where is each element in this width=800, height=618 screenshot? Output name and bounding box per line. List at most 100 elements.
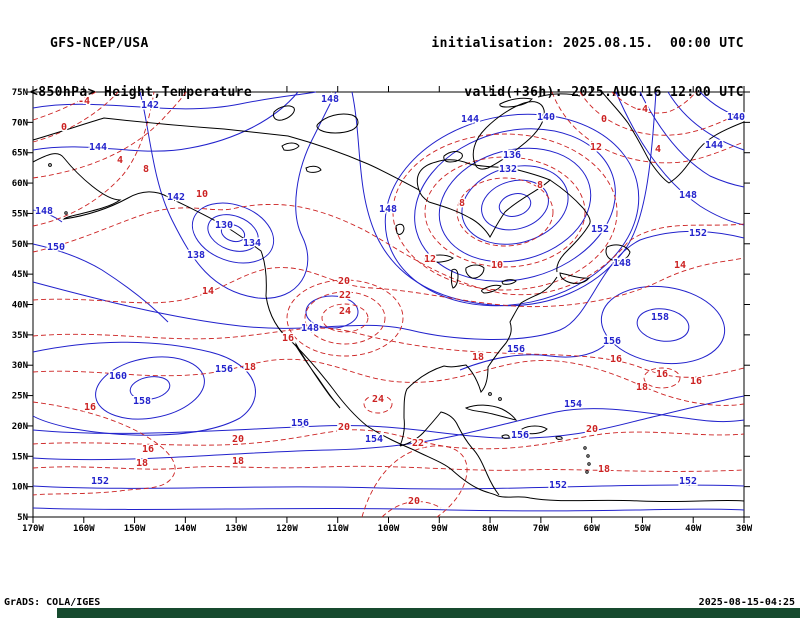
- height-contour-label: 148: [613, 258, 631, 269]
- temp-contour-label: 14: [674, 260, 686, 271]
- temperature-contours-shape: [32, 91, 97, 121]
- map-frame: [32, 91, 745, 518]
- height-contour-label: 144: [89, 142, 107, 153]
- coastlines-shape: [587, 462, 591, 466]
- lon-tick-label: 150W: [124, 524, 146, 534]
- temp-contour-label: 0: [61, 122, 67, 133]
- temp-contour-label: 22: [339, 290, 351, 301]
- lon-tick-label: 160W: [73, 524, 95, 534]
- temperature-contours-shape: [381, 501, 442, 518]
- height-contours-shape: [220, 223, 246, 243]
- height-contours-shape: [305, 295, 359, 329]
- lon-tick-label: 80W: [482, 524, 499, 534]
- height-contour-label: 144: [461, 114, 479, 125]
- height-contour-label: 152: [591, 224, 609, 235]
- coastlines: [32, 91, 745, 503]
- height-contour-label: 136: [503, 150, 521, 161]
- temp-contour-label: 24: [372, 394, 384, 405]
- height-contours-shape: [351, 91, 657, 307]
- height-contour-label: 148: [301, 323, 319, 334]
- lat-tick-label: 70N: [12, 118, 28, 128]
- lat-tick-label: 30N: [12, 361, 28, 371]
- temperature-contours-shape: [551, 91, 745, 164]
- temp-contour-label: 18: [244, 362, 256, 373]
- height-contour-label: 156: [507, 344, 525, 355]
- height-contours-shape: [438, 147, 592, 263]
- height-contours-shape: [32, 507, 745, 512]
- height-contour-label: 156: [511, 430, 529, 441]
- contour-labels: 1421441481421301341381321361401441481481…: [33, 93, 746, 509]
- height-contour-label: 152: [549, 480, 567, 491]
- lat-tick-label: 50N: [12, 240, 28, 250]
- height-contour-label: 132: [499, 164, 517, 175]
- lat-tick-label: 40N: [12, 301, 28, 311]
- lat-tick-label: 65N: [12, 149, 28, 159]
- temp-contour-label: 20: [586, 424, 598, 435]
- temperature-contours-shape: [32, 203, 745, 296]
- height-contours-shape: [32, 91, 317, 110]
- height-contour-label: 140: [537, 112, 555, 123]
- temperature-contours-shape: [611, 91, 697, 114]
- temperature-contours: [32, 91, 745, 518]
- height-contour-label: 158: [133, 396, 151, 407]
- temperature-contours-shape: [32, 257, 745, 308]
- lon-tick-label: 60W: [584, 524, 601, 534]
- coastlines-shape: [273, 105, 295, 121]
- lat-tick-label: 75N: [12, 88, 28, 98]
- temp-contour-label: 16: [282, 333, 294, 344]
- temp-contour-label: 20: [408, 496, 420, 507]
- temp-contour-label: 20: [232, 434, 244, 445]
- temperature-contours-shape: [579, 91, 745, 136]
- lon-tick-label: 130W: [225, 524, 247, 534]
- lat-tick-label: 20N: [12, 422, 28, 432]
- coastlines-shape: [472, 101, 545, 170]
- map-border: [32, 91, 745, 518]
- temperature-contours-shape: [321, 303, 369, 333]
- lat-axis: 75N70N65N60N55N50N45N40N35N30N25N20N15N1…: [12, 88, 750, 523]
- bottom-bar: [57, 608, 800, 618]
- coastlines-shape: [481, 284, 502, 294]
- coastlines-shape: [416, 159, 551, 239]
- temp-contour-label: 18: [136, 458, 148, 469]
- coastlines-shape: [399, 276, 558, 447]
- grads-credit: GrADS: COLA/IGES: [4, 597, 101, 608]
- height-contour-label: 156: [291, 418, 309, 429]
- temp-contour-label: 4: [117, 155, 123, 166]
- height-contours-shape: [207, 214, 259, 252]
- temp-contour-label: 8: [537, 180, 543, 191]
- coastlines-shape: [295, 342, 341, 409]
- coastlines-shape: [316, 113, 359, 134]
- temp-contour-label: 16: [656, 369, 668, 380]
- height-contour-label: 148: [679, 190, 697, 201]
- height-contours-shape: [95, 356, 205, 420]
- height-contours-shape: [498, 193, 532, 217]
- temperature-contours-shape: [361, 445, 468, 518]
- temp-contour-label: 12: [590, 142, 602, 153]
- lon-tick-label: 110W: [327, 524, 349, 534]
- coastlines-shape: [399, 411, 500, 496]
- lat-tick-label: 25N: [12, 392, 28, 402]
- temp-contour-label: 16: [84, 402, 96, 413]
- temperature-contours-shape: [32, 358, 745, 406]
- model-title: GFS-NCEP/USA: [50, 36, 149, 51]
- lat-tick-label: 10N: [12, 483, 28, 493]
- height-contours-shape: [414, 128, 616, 282]
- height-contours-shape: [32, 408, 745, 461]
- temperature-contours-shape: [286, 279, 404, 357]
- temperature-contours-shape: [304, 291, 386, 345]
- height-contour-label: 148: [321, 94, 339, 105]
- lon-tick-label: 100W: [378, 524, 400, 534]
- lon-tick-label: 30W: [736, 524, 753, 534]
- temperature-contours-shape: [363, 394, 393, 414]
- temp-contour-label: 4: [655, 144, 661, 155]
- coastlines-shape: [50, 210, 54, 214]
- temperature-contours-shape: [32, 91, 187, 179]
- coastlines-shape: [64, 211, 68, 215]
- temp-contour-label: 10: [196, 189, 208, 200]
- coastlines-shape: [424, 254, 454, 263]
- height-contours-shape: [32, 243, 169, 323]
- coastlines-shape: [499, 97, 533, 108]
- height-contours-shape: [461, 165, 569, 245]
- height-contour-label: 156: [215, 364, 233, 375]
